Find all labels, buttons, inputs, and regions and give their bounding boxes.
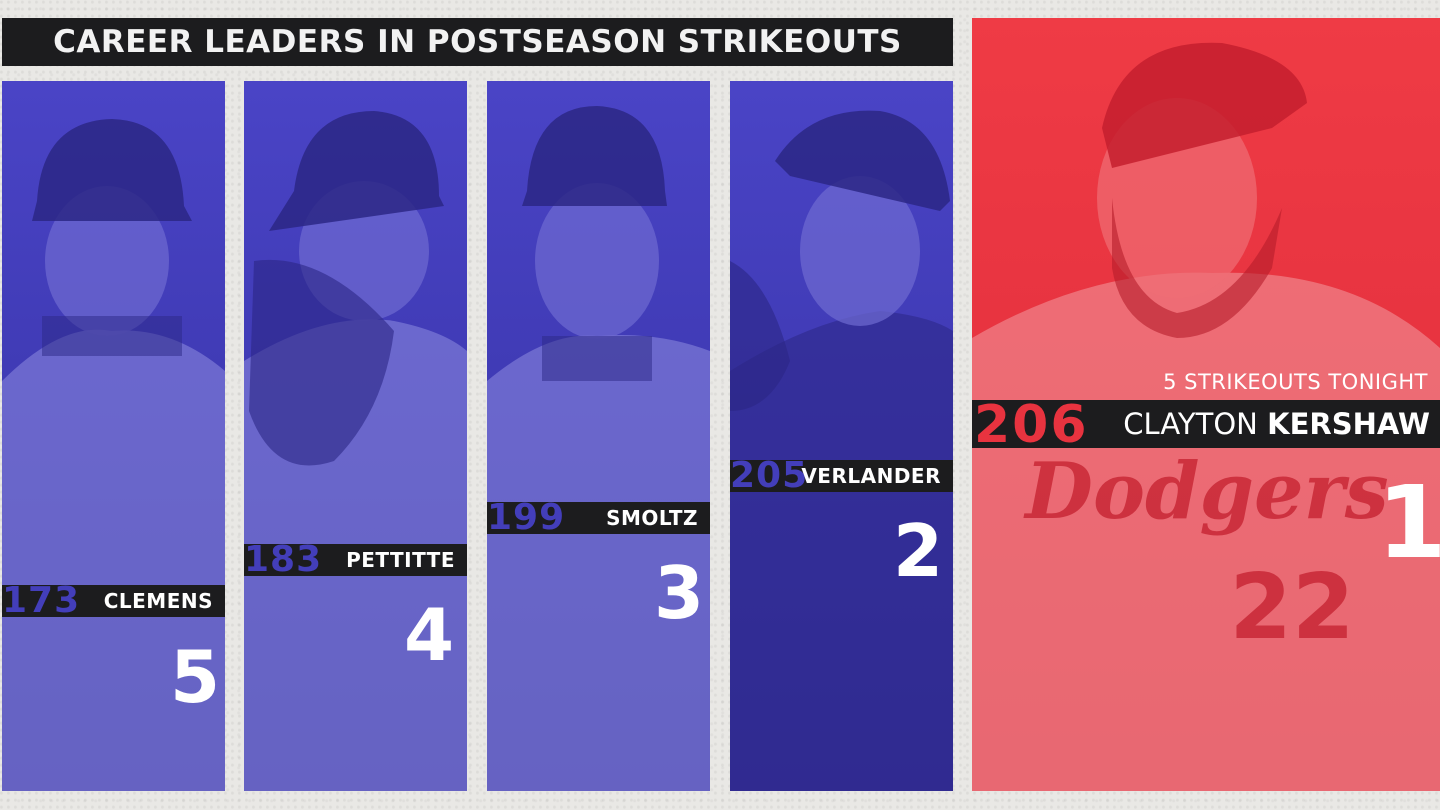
player-name: SMOLTZ xyxy=(606,506,698,530)
player-photo-clemens xyxy=(2,119,225,791)
player-name: PETTITTE xyxy=(346,548,455,572)
leader-panel-5: 173 CLEMENS 5 xyxy=(2,81,225,791)
player-photo-pettitte xyxy=(244,111,467,791)
rank-number: 2 xyxy=(893,509,944,593)
leader-label-bar: 199 SMOLTZ xyxy=(487,497,710,538)
leader-panel-2: 205 VERLANDER 2 xyxy=(730,81,953,791)
jersey-number: 22 xyxy=(1229,555,1354,660)
player-name: VERLANDER xyxy=(801,464,941,488)
leader-panel-4: 183 PETTITTE 4 xyxy=(244,81,467,791)
leader-label-bar: 205 VERLANDER xyxy=(730,455,953,496)
player-photo-smoltz xyxy=(487,106,710,791)
leader-panel-1: Dodgers 22 5 STRIKEOUTS TONIGHT 206 CLAY… xyxy=(972,18,1440,791)
graphic-title: CAREER LEADERS IN POSTSEASON STRIKEOUTS xyxy=(53,24,902,60)
hero-strikeout-count: 206 xyxy=(974,395,1089,455)
strikeout-count: 205 xyxy=(730,455,809,496)
leader-label-bar: 183 PETTITTE xyxy=(244,539,467,580)
hero-subtitle: 5 STRIKEOUTS TONIGHT xyxy=(1163,370,1428,394)
rank-number: 4 xyxy=(404,593,455,677)
rank-number: 5 xyxy=(170,635,221,719)
jersey-script: Dodgers xyxy=(1023,446,1388,537)
graphic-title-bar: CAREER LEADERS IN POSTSEASON STRIKEOUTS xyxy=(2,18,953,66)
strikeout-count: 183 xyxy=(244,539,323,580)
hero-last-name: KERSHAW xyxy=(1267,407,1430,441)
strikeout-count: 173 xyxy=(2,580,81,621)
player-photo-verlander xyxy=(730,110,953,791)
hero-rank-number: 1 xyxy=(1377,464,1440,581)
strikeout-count: 199 xyxy=(487,497,566,538)
hero-player-name: CLAYTON KERSHAW xyxy=(1123,400,1430,448)
leader-label-bar: 173 CLEMENS xyxy=(2,580,225,621)
player-name: CLEMENS xyxy=(103,589,213,613)
hero-label-bar: 206 CLAYTON KERSHAW xyxy=(972,396,1440,454)
rank-number: 3 xyxy=(654,551,705,635)
hero-first-name: CLAYTON xyxy=(1123,407,1258,441)
leader-panel-3: 199 SMOLTZ 3 xyxy=(487,81,710,791)
